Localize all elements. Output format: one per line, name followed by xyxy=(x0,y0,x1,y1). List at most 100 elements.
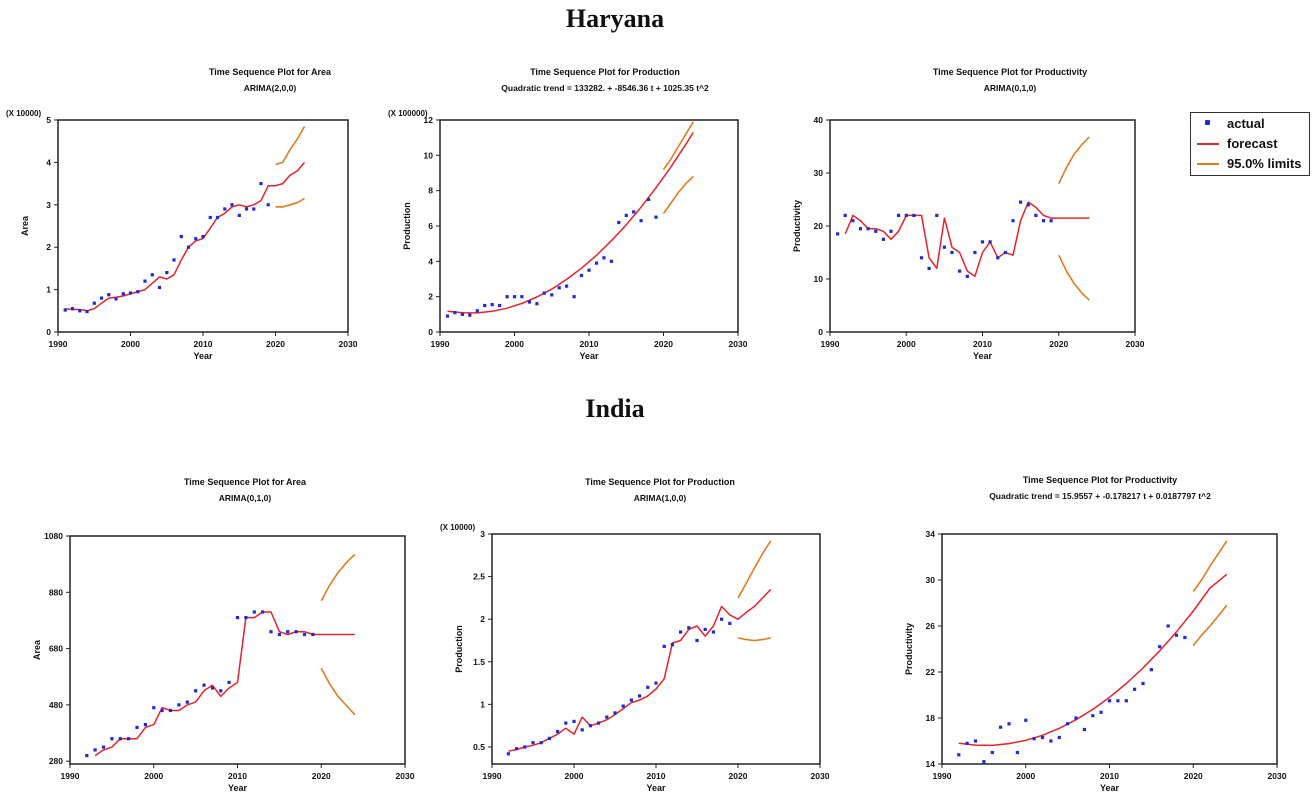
actual-point xyxy=(542,291,546,295)
actual-point xyxy=(85,310,89,314)
actual-point xyxy=(512,295,517,299)
actual-point xyxy=(957,753,961,757)
actual-point xyxy=(572,719,576,723)
section-title-haryana: Haryana xyxy=(565,4,665,33)
actual-point xyxy=(866,227,870,231)
actual-point xyxy=(728,621,732,625)
actual-point xyxy=(958,269,962,273)
y-tick-label: 20 xyxy=(814,221,824,231)
y-tick-label: 30 xyxy=(814,168,824,178)
actual-point xyxy=(78,309,82,313)
actual-point xyxy=(235,616,240,620)
actual-point xyxy=(194,237,198,241)
actual-point xyxy=(177,703,181,707)
y-tick-label: 1080 xyxy=(44,531,63,541)
actual-point xyxy=(858,227,863,231)
x-tick-label: 2030 xyxy=(1268,771,1287,781)
x-tick-label: 2010 xyxy=(228,771,247,781)
actual-point xyxy=(632,210,636,214)
actual-point xyxy=(101,745,106,749)
x-tick-label: 2010 xyxy=(1100,771,1119,781)
actual-point xyxy=(980,240,985,244)
actual-point xyxy=(851,219,855,223)
y-tick-label: 40 xyxy=(814,115,824,125)
x-tick-label: 2020 xyxy=(1049,339,1068,349)
upper-limit-line xyxy=(275,126,306,166)
x-tick-label: 2010 xyxy=(647,771,666,781)
y-tick-label: 3 xyxy=(46,200,51,210)
actual-point xyxy=(843,213,847,217)
y-tick-label: 2 xyxy=(428,292,433,302)
actual-point xyxy=(286,630,290,634)
actual-point xyxy=(135,725,139,729)
actual-point xyxy=(670,643,674,647)
y-tick-label: 2 xyxy=(46,242,51,252)
y-tick-label: 14 xyxy=(926,759,936,769)
actual-point xyxy=(1074,716,1078,720)
upper-limit-line xyxy=(662,121,694,170)
chart-subtitle: ARIMA(2,0,0) xyxy=(244,83,297,93)
actual-point xyxy=(1024,718,1028,722)
actual-point xyxy=(136,290,140,294)
y-tick-label: 280 xyxy=(49,756,63,766)
actual-point xyxy=(927,266,931,270)
actual-point xyxy=(647,197,651,202)
actual-point xyxy=(1032,737,1036,741)
actual-point xyxy=(720,617,724,621)
actual-point xyxy=(1166,624,1170,628)
actual-point xyxy=(1107,699,1112,703)
actual-point xyxy=(515,747,519,751)
actual-point xyxy=(219,689,223,693)
actual-point xyxy=(609,259,613,263)
actual-point xyxy=(1116,699,1120,703)
x-axis-label: Year xyxy=(646,783,666,793)
actual-point xyxy=(107,293,111,297)
x-tick-label: 2000 xyxy=(505,339,524,349)
actual-point xyxy=(874,229,878,233)
actual-point xyxy=(1034,213,1038,217)
x-axis-label: Year xyxy=(1100,783,1120,793)
actual-point xyxy=(654,215,658,219)
actual-point xyxy=(912,213,916,217)
chart-india-productivity: Time Sequence Plot for Productivity Quadr… xyxy=(904,475,1287,793)
actual-point xyxy=(483,303,487,308)
actual-point xyxy=(1049,739,1053,743)
actual-point xyxy=(711,630,715,634)
actual-point xyxy=(881,237,885,241)
actual-point xyxy=(506,752,510,756)
actual-point xyxy=(1141,681,1145,686)
actual-point xyxy=(588,724,592,728)
actual-point xyxy=(973,739,978,743)
actual-point xyxy=(965,274,969,278)
actual-point xyxy=(605,715,609,719)
actual-point xyxy=(185,700,189,704)
actual-point xyxy=(143,279,147,283)
actual-point xyxy=(128,291,133,295)
actual-point xyxy=(988,240,992,244)
actual-point xyxy=(617,220,621,225)
actual-point xyxy=(965,741,969,745)
y-axis-label: Production xyxy=(454,625,464,673)
x-axis-label: Year xyxy=(973,351,993,361)
actual-point xyxy=(1040,735,1045,740)
actual-point xyxy=(114,297,118,301)
forecast-line xyxy=(94,611,355,757)
actual-point xyxy=(1174,633,1179,637)
chart-subtitle: ARIMA(0,1,0) xyxy=(219,493,272,503)
actual-point xyxy=(564,721,568,725)
y-tick-label: 0 xyxy=(818,327,823,337)
actual-point xyxy=(1066,722,1070,726)
actual-point xyxy=(110,737,114,741)
upper-limit-line xyxy=(737,540,772,599)
y-tick-label: 880 xyxy=(49,587,63,597)
actual-point xyxy=(919,256,924,260)
actual-point xyxy=(252,610,256,614)
actual-point xyxy=(1019,200,1023,204)
actual-point xyxy=(160,708,164,713)
actual-point xyxy=(950,250,954,255)
chart-india-production: Time Sequence Plot for Production ARIMA(1… xyxy=(440,477,830,793)
actual-point xyxy=(210,686,214,690)
actual-point xyxy=(186,245,191,249)
actual-point xyxy=(294,630,298,634)
actual-point xyxy=(1003,250,1007,255)
